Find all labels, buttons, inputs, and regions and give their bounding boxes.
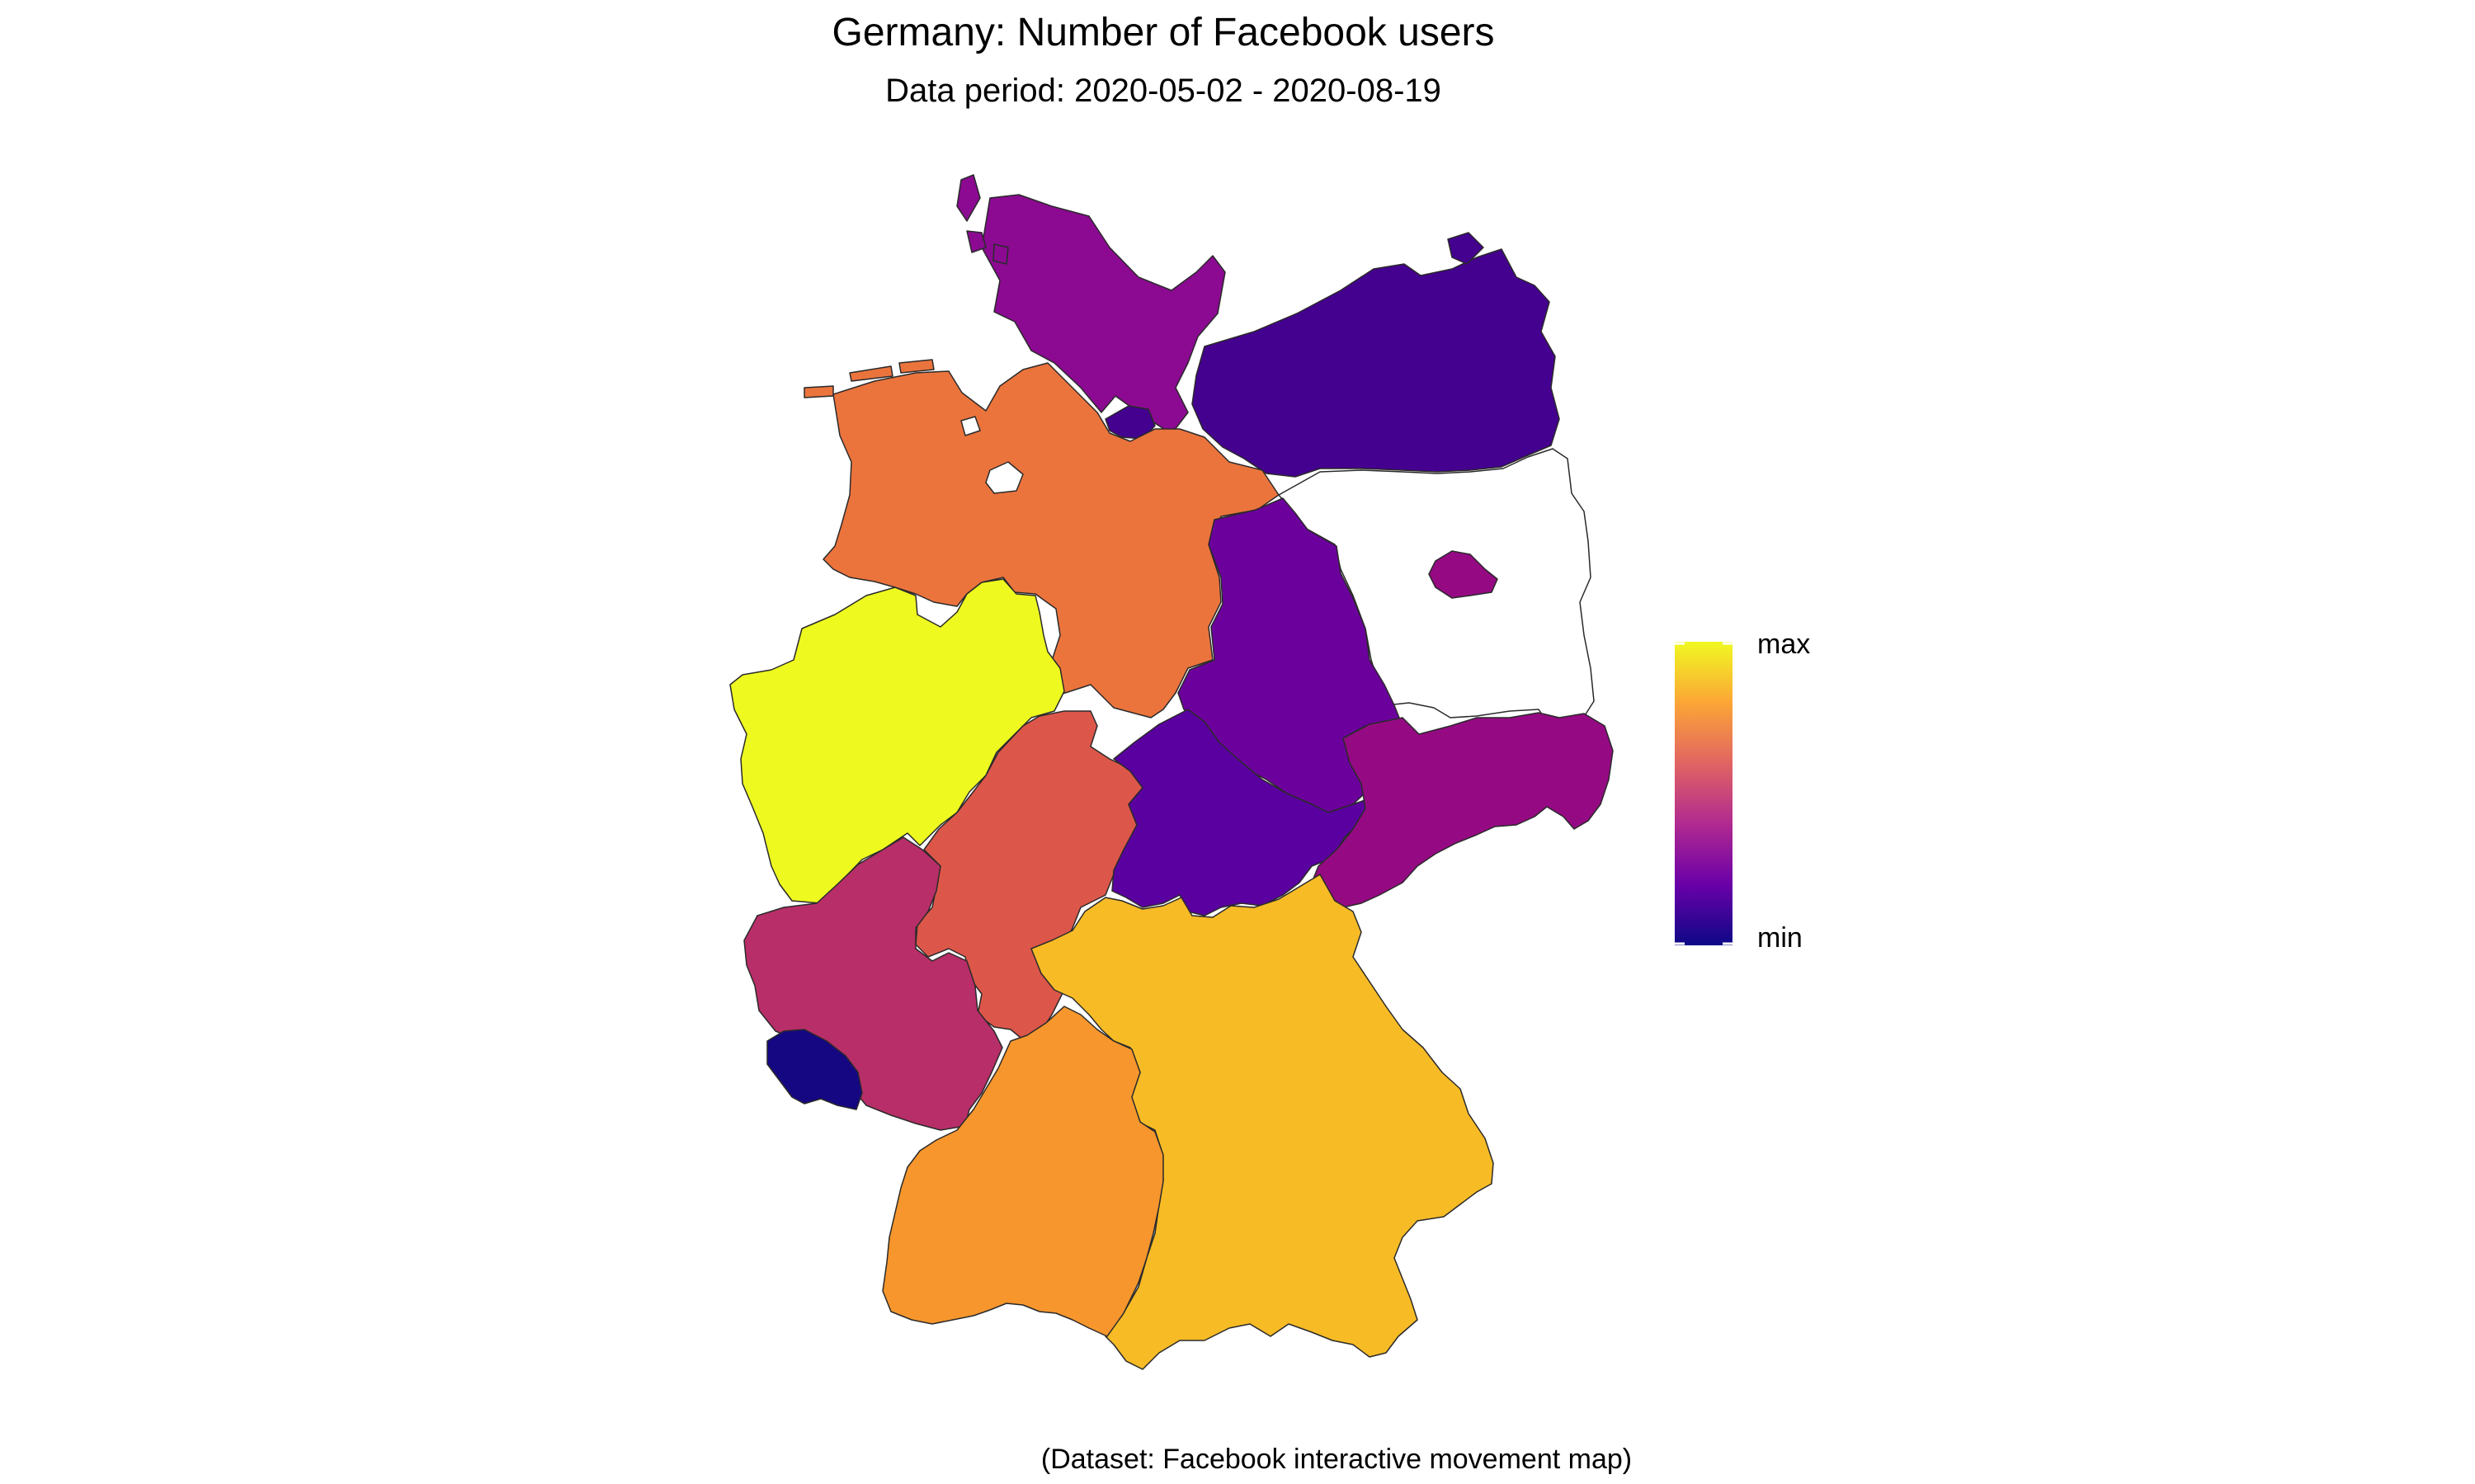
region-niedersachsen-coast-3 <box>898 359 935 374</box>
region-bremen <box>985 461 1024 494</box>
color-legend <box>1675 642 1732 945</box>
region-berlin <box>1428 550 1498 599</box>
region-thueringen <box>1111 709 1370 916</box>
region-sh <box>981 194 1226 435</box>
region-nrw <box>729 578 1065 904</box>
region-niedersachsen-coast-2 <box>849 365 893 382</box>
region-sh-island-3 <box>992 243 1009 265</box>
legend-color-bar <box>1675 642 1732 945</box>
region-saarland <box>766 1029 863 1110</box>
dataset-caption: (Dataset: Facebook interactive movement … <box>1040 1444 1633 1475</box>
region-sachsen <box>1311 712 1614 908</box>
region-bw <box>882 1006 1164 1337</box>
region-mv-island <box>1447 232 1484 265</box>
region-sh-island-1 <box>956 174 981 222</box>
region-niedersachsen <box>823 362 1280 718</box>
map-subtitle: Data period: 2020-05-02 - 2020-08-19 <box>885 73 1441 109</box>
region-sh-island-2 <box>966 230 987 253</box>
legend-min-label: min <box>1757 922 1803 954</box>
region-niedersachsen-coast-1 <box>804 385 834 398</box>
region-sachsen-anhalt <box>1177 497 1403 813</box>
region-bremerhaven <box>960 416 981 436</box>
legend-max-label: max <box>1757 629 1811 660</box>
map-title: Germany: Number of Facebook users <box>832 11 1495 54</box>
region-mv <box>1191 248 1560 478</box>
